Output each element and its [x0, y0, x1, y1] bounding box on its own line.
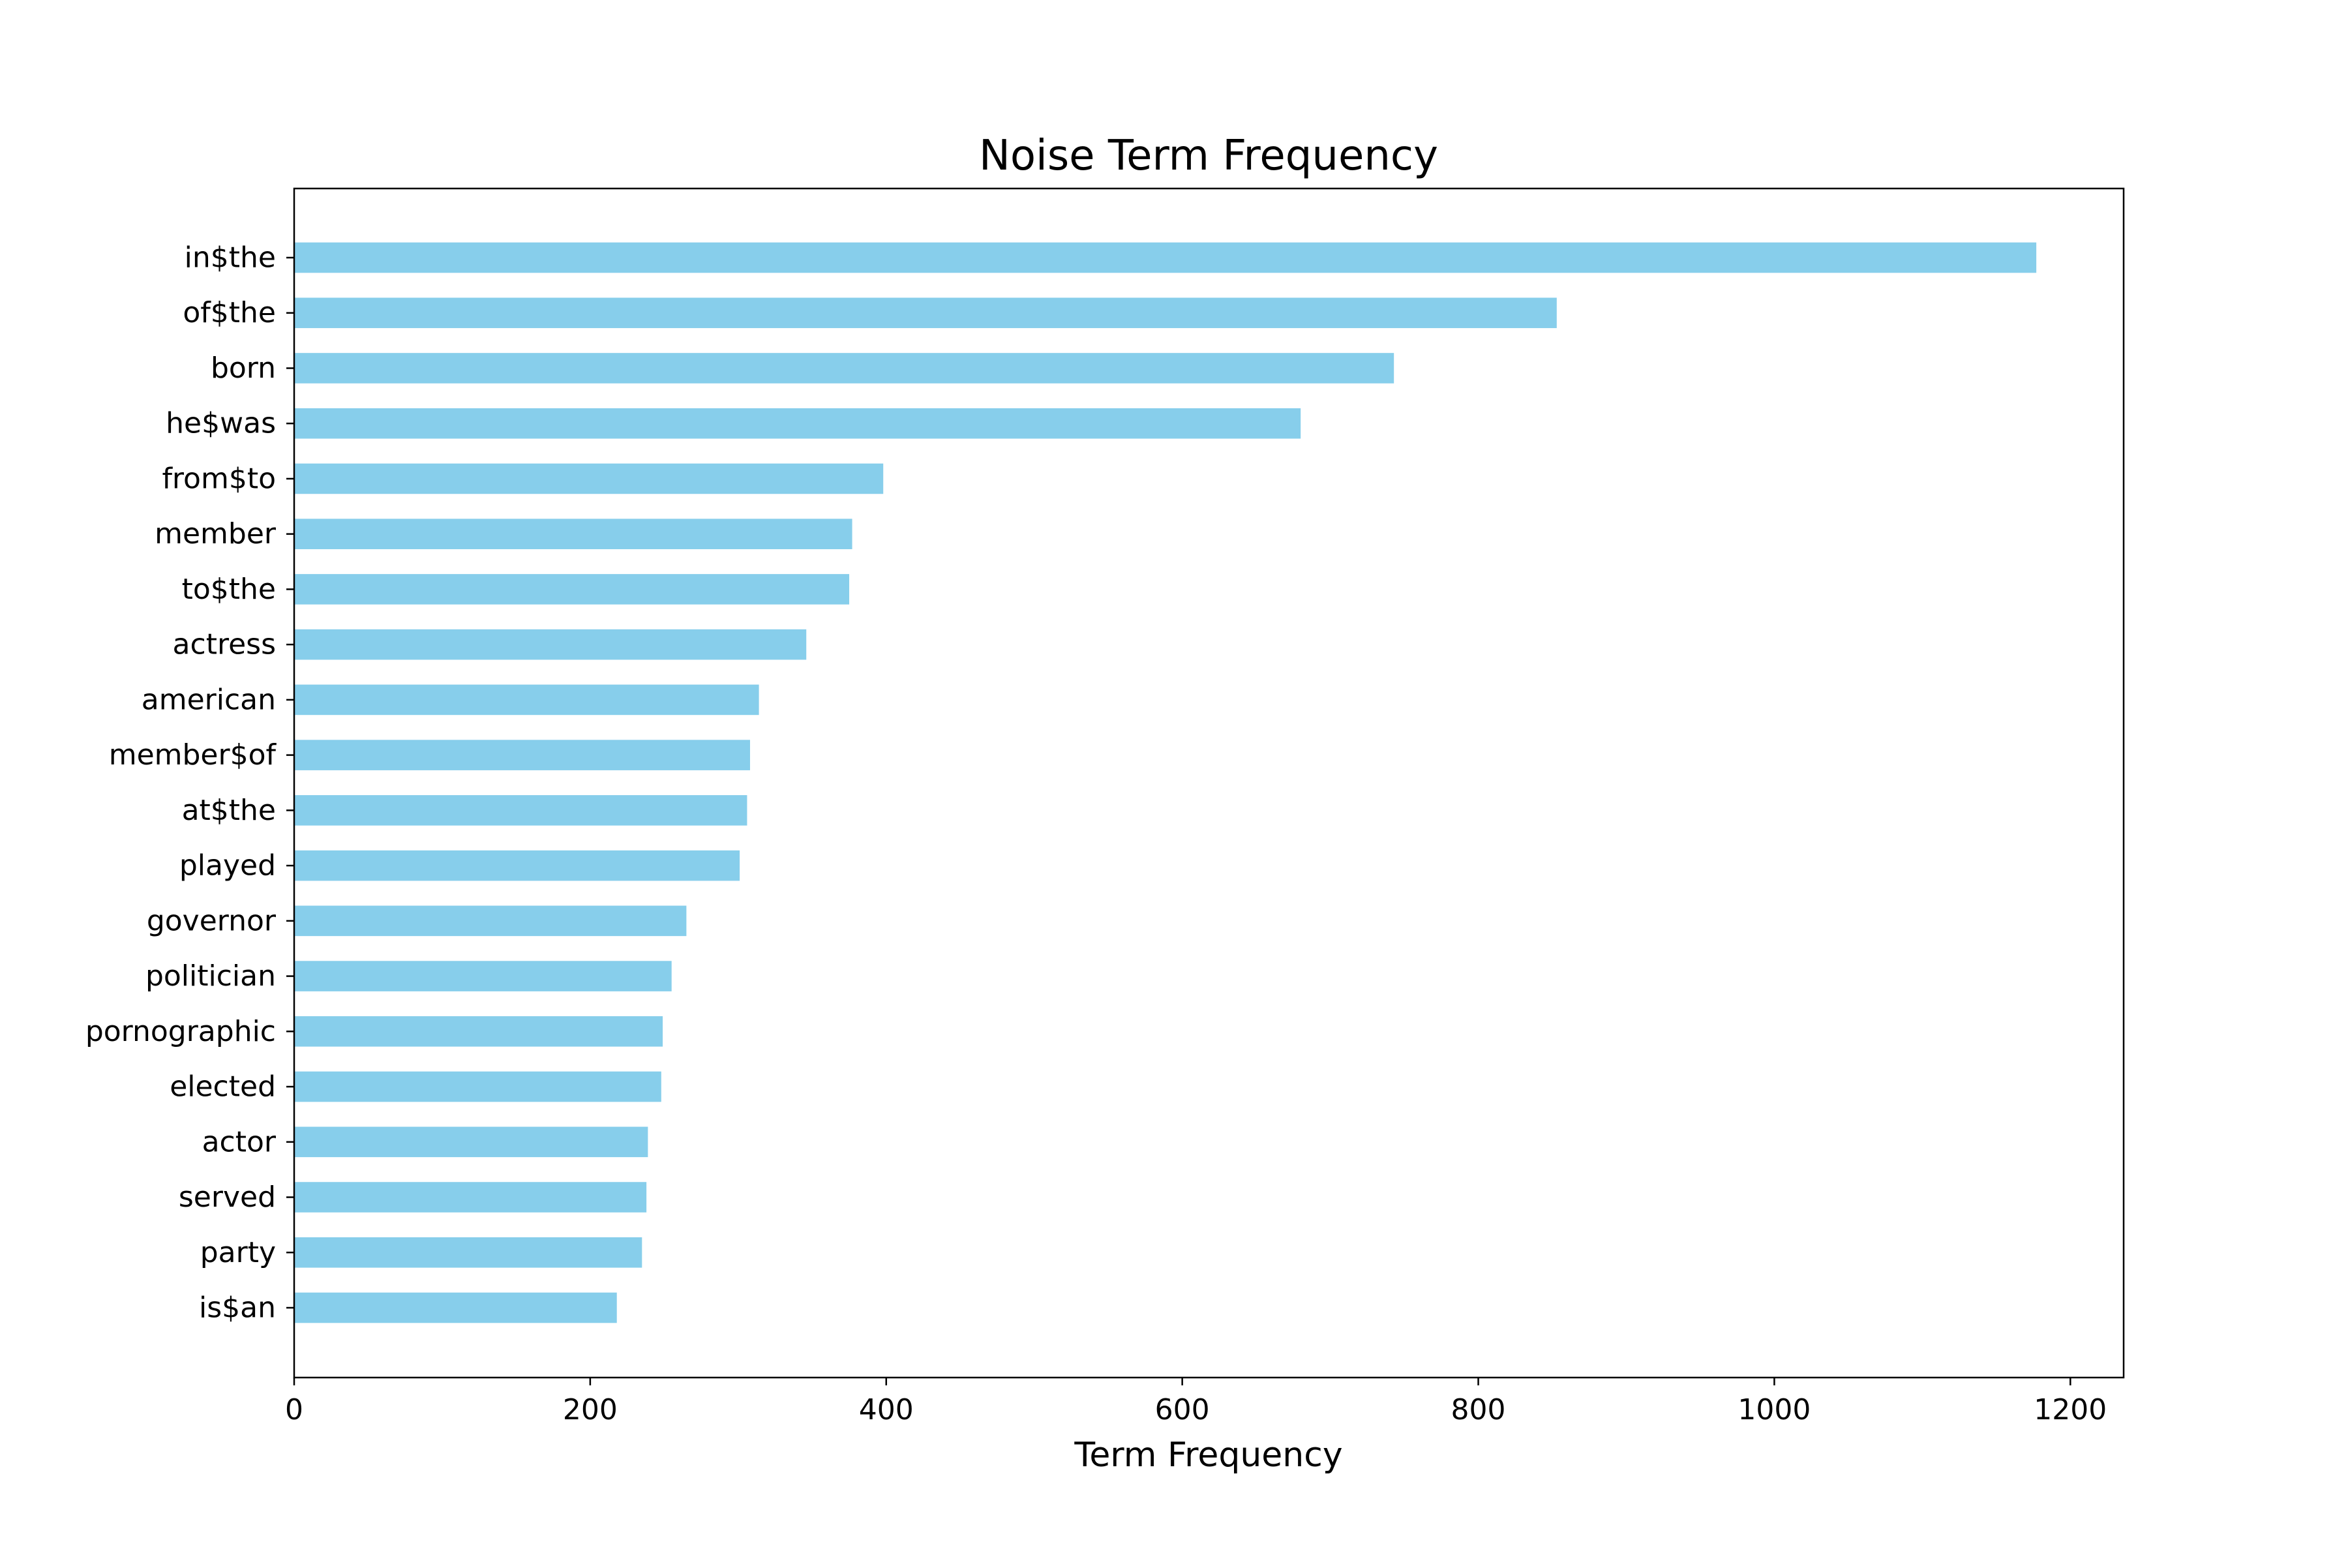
bar-member$of — [294, 740, 750, 770]
bar-born — [294, 353, 1394, 384]
x-tick-label: 400 — [859, 1393, 914, 1426]
y-axis-ticks: in$the of$the born he$was from$to member to$th… — [85, 241, 294, 1325]
bar-party — [294, 1237, 642, 1268]
bar-actor — [294, 1126, 648, 1158]
bar-politician — [294, 961, 672, 991]
bar-american — [294, 684, 759, 716]
bar-elected — [294, 1071, 661, 1102]
y-tick-label: elected — [170, 1070, 276, 1104]
bar-actress — [294, 629, 807, 660]
bar-from$to — [294, 463, 884, 494]
chart-title: Noise Term Frequency — [979, 132, 1438, 180]
y-tick-label: served — [179, 1181, 276, 1214]
plot-frame — [293, 187, 2125, 1379]
x-tick-label: 200 — [563, 1393, 618, 1426]
bar-to$the — [294, 574, 850, 605]
x-tick-label: 1200 — [2034, 1393, 2107, 1426]
x-tick-label: 800 — [1451, 1393, 1506, 1426]
x-axis-ticks: 0 200 400 600 800 1000 1200 — [285, 1378, 2107, 1426]
y-tick-label: actor — [202, 1125, 277, 1158]
y-tick-label: from$to — [162, 462, 276, 495]
y-tick-label: party — [200, 1236, 276, 1269]
bars — [294, 242, 2037, 1323]
bar-member — [294, 519, 852, 549]
x-tick-label: 0 — [285, 1393, 303, 1426]
y-tick-label: of$the — [183, 296, 276, 329]
bar-served — [294, 1182, 647, 1213]
y-tick-label: at$the — [182, 794, 276, 827]
y-tick-label: born — [211, 352, 276, 385]
bar-pornographic — [294, 1016, 663, 1047]
y-tick-label: in$the — [185, 241, 276, 275]
y-tick-label: politician — [145, 959, 276, 993]
y-tick-label: is$an — [199, 1291, 276, 1325]
bar-governor — [294, 905, 687, 937]
x-tick-label: 1000 — [1738, 1393, 1811, 1426]
y-tick-label: to$the — [182, 573, 276, 606]
bar-played — [294, 850, 740, 881]
bar-he$was — [294, 408, 1301, 439]
y-tick-label: pornographic — [85, 1015, 276, 1048]
y-tick-label: governor — [147, 904, 277, 937]
bar-at$the — [294, 795, 747, 826]
y-tick-label: member$of — [109, 738, 277, 772]
y-tick-label: played — [179, 849, 276, 882]
bar-in$the — [294, 242, 2037, 273]
y-tick-label: member — [155, 517, 277, 550]
bar-is$an — [294, 1292, 617, 1323]
y-tick-label: actress — [173, 628, 276, 661]
y-tick-label: he$was — [166, 407, 276, 440]
bar-of$the — [294, 297, 1557, 329]
y-tick-label: american — [142, 683, 276, 716]
x-tick-label: 600 — [1155, 1393, 1210, 1426]
x-axis-label: Term Frequency — [1074, 1436, 1342, 1475]
